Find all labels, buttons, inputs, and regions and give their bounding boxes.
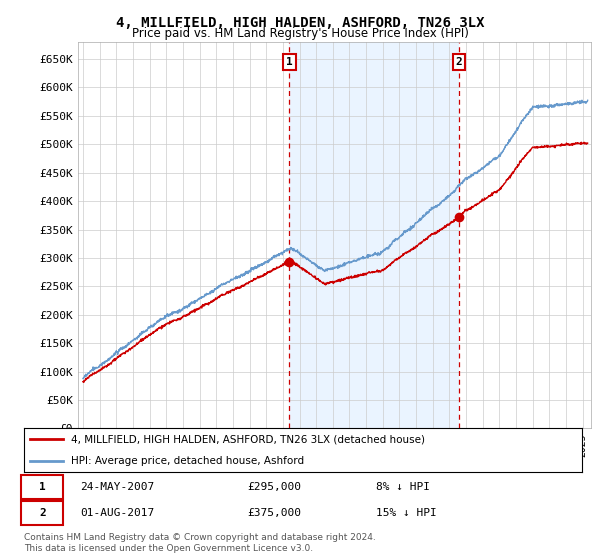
Text: 1: 1 [39,482,46,492]
Bar [289,42,459,428]
Text: 8% ↓ HPI: 8% ↓ HPI [376,482,430,492]
Text: £375,000: £375,000 [247,508,301,518]
Text: £295,000: £295,000 [247,482,301,492]
Text: 24-MAY-2007: 24-MAY-2007 [80,482,154,492]
Text: This data is licensed under the Open Government Licence v3.0.: This data is licensed under the Open Gov… [24,544,313,553]
Text: 1: 1 [286,57,293,67]
Text: 2: 2 [456,57,463,67]
Text: Price paid vs. HM Land Registry's House Price Index (HPI): Price paid vs. HM Land Registry's House … [131,27,469,40]
Text: 01-AUG-2017: 01-AUG-2017 [80,508,154,518]
Text: 4, MILLFIELD, HIGH HALDEN, ASHFORD, TN26 3LX (detached house): 4, MILLFIELD, HIGH HALDEN, ASHFORD, TN26… [71,434,425,444]
FancyBboxPatch shape [21,475,63,499]
Text: 15% ↓ HPI: 15% ↓ HPI [376,508,436,518]
Text: HPI: Average price, detached house, Ashford: HPI: Average price, detached house, Ashf… [71,456,305,466]
Text: 2: 2 [39,508,46,518]
Text: Contains HM Land Registry data © Crown copyright and database right 2024.: Contains HM Land Registry data © Crown c… [24,533,376,542]
FancyBboxPatch shape [21,501,63,525]
Text: 4, MILLFIELD, HIGH HALDEN, ASHFORD, TN26 3LX: 4, MILLFIELD, HIGH HALDEN, ASHFORD, TN26… [116,16,484,30]
